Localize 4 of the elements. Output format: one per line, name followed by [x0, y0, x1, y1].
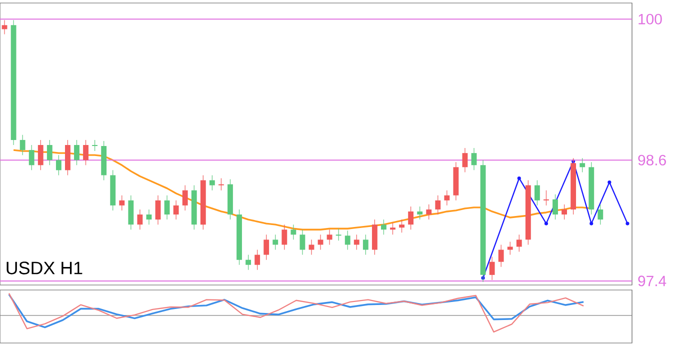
text: USDX H1: [6, 262, 82, 274]
y-tick-label: 98.6: [638, 154, 666, 166]
y-tick-label: 97.4: [638, 276, 666, 286]
y-tick-label: 100: [638, 14, 662, 24]
